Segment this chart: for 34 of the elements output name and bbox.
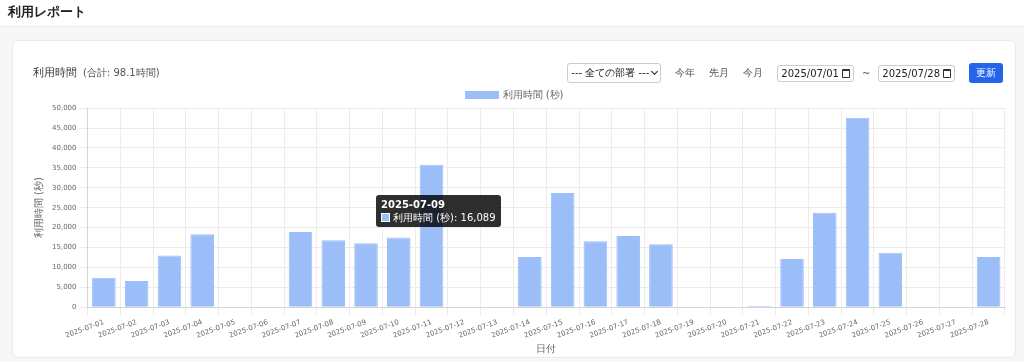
chart-title: 利用時間 [33, 65, 77, 80]
annotation: 利用時間 (秒): 16,089 [392, 211, 496, 225]
bar [190, 234, 214, 307]
text: 今月 [743, 66, 764, 80]
text: 更新 [969, 63, 1003, 83]
chart-subtitle: (合計: 98.1時間) [83, 66, 160, 80]
bar [812, 212, 837, 307]
bar [583, 241, 608, 307]
bar [386, 237, 411, 307]
text: ~ [861, 67, 871, 79]
bar [780, 259, 804, 307]
bar [124, 280, 149, 307]
bar [845, 117, 870, 307]
bar [616, 235, 640, 307]
bar [288, 231, 313, 307]
bar [321, 240, 346, 307]
bar [976, 257, 1001, 307]
text: 2025/07/28 [878, 64, 955, 82]
text: --- 全ての部署 --- [567, 63, 662, 83]
legend-label: 利用時間 (秒) [501, 88, 564, 102]
x-axis-title: 日付 [536, 342, 557, 354]
annotation: 2025-07-09 [381, 198, 446, 212]
bar [518, 257, 542, 307]
bar [878, 252, 903, 307]
text: 先月 [709, 66, 730, 80]
text: 2025/07/01 [777, 64, 854, 82]
bar [92, 277, 116, 307]
text: 利用レポート [8, 3, 86, 21]
y-axis-title: 利用時間 (秒) [32, 177, 44, 239]
bar [649, 244, 673, 307]
text: 今年 [675, 66, 696, 80]
bar [354, 243, 378, 307]
bar [550, 192, 575, 307]
bar [157, 255, 182, 307]
